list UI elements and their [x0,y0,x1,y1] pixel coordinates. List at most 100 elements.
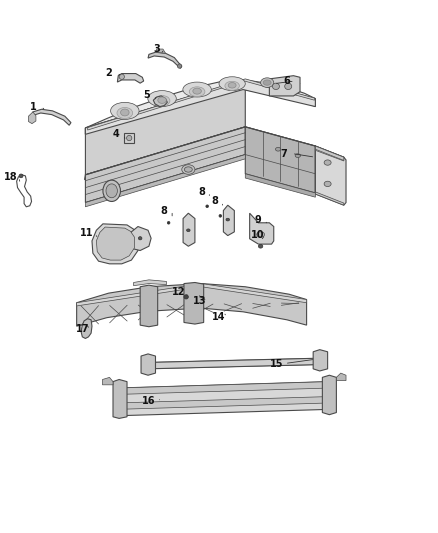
Ellipse shape [177,64,182,68]
Polygon shape [118,382,329,416]
Ellipse shape [154,95,170,106]
Polygon shape [315,146,344,161]
Polygon shape [322,375,336,415]
Polygon shape [315,192,344,205]
Ellipse shape [158,97,166,103]
Polygon shape [148,52,182,68]
Text: 9: 9 [254,215,261,224]
Polygon shape [32,109,71,125]
Ellipse shape [226,219,230,221]
Text: 11: 11 [80,229,93,238]
Text: 12: 12 [172,287,185,297]
Ellipse shape [182,165,195,174]
Text: 8: 8 [211,197,218,206]
Ellipse shape [263,80,271,85]
Polygon shape [85,155,245,207]
Text: 2: 2 [105,68,112,78]
Polygon shape [113,379,127,418]
Polygon shape [77,284,307,326]
Polygon shape [245,127,315,193]
Ellipse shape [110,102,139,119]
Ellipse shape [324,160,331,165]
Polygon shape [245,174,315,197]
Ellipse shape [138,237,142,240]
Ellipse shape [272,83,279,90]
Ellipse shape [148,91,176,107]
Ellipse shape [225,82,239,90]
Polygon shape [102,377,113,385]
Ellipse shape [219,77,245,91]
Text: 14: 14 [212,312,226,322]
Text: 17: 17 [76,325,89,334]
Polygon shape [140,285,158,327]
Polygon shape [85,80,315,134]
Polygon shape [223,205,234,236]
Bar [124,133,134,143]
Polygon shape [269,76,300,96]
Polygon shape [88,79,314,130]
Ellipse shape [167,222,170,224]
Ellipse shape [257,232,265,237]
Text: 8: 8 [161,206,168,215]
Ellipse shape [183,82,212,97]
Text: 7: 7 [280,149,287,158]
Ellipse shape [276,147,281,151]
Ellipse shape [258,244,263,248]
Ellipse shape [117,108,133,118]
Polygon shape [134,280,166,286]
Polygon shape [183,213,195,246]
Text: 5: 5 [143,90,150,100]
Polygon shape [315,146,346,205]
Text: 8: 8 [198,187,205,197]
Polygon shape [315,146,344,160]
Ellipse shape [103,180,120,201]
Text: 16: 16 [142,396,155,406]
Polygon shape [92,224,138,264]
Ellipse shape [184,295,188,299]
Polygon shape [184,282,204,324]
Text: 18: 18 [4,172,18,182]
Polygon shape [85,80,315,134]
Ellipse shape [189,87,205,96]
Ellipse shape [187,229,190,232]
Ellipse shape [120,109,129,116]
Ellipse shape [324,181,331,187]
Polygon shape [141,354,155,375]
Polygon shape [85,127,315,180]
Ellipse shape [193,88,201,94]
Polygon shape [96,227,134,260]
Polygon shape [155,49,166,53]
Text: 4: 4 [113,130,120,139]
Text: 15: 15 [270,359,283,368]
Polygon shape [118,382,329,394]
Ellipse shape [295,154,300,158]
Text: 3: 3 [153,44,160,54]
Ellipse shape [219,215,222,217]
Polygon shape [118,397,329,409]
Ellipse shape [184,167,192,172]
Ellipse shape [106,184,117,198]
Polygon shape [129,227,151,251]
Polygon shape [81,319,92,338]
Ellipse shape [119,74,124,79]
Text: 10: 10 [251,230,264,239]
Ellipse shape [127,135,132,141]
Polygon shape [28,112,36,124]
Ellipse shape [19,174,23,178]
Ellipse shape [285,83,292,90]
Polygon shape [85,80,245,175]
Ellipse shape [206,205,208,207]
Polygon shape [313,350,328,371]
Polygon shape [117,74,144,83]
Polygon shape [85,127,245,203]
Polygon shape [315,146,344,203]
Ellipse shape [228,83,236,88]
Text: 6: 6 [283,76,290,86]
Polygon shape [77,284,307,306]
Polygon shape [250,213,274,244]
Text: 1: 1 [29,102,36,111]
Text: 13: 13 [193,296,206,306]
Polygon shape [153,96,167,107]
Polygon shape [148,358,320,369]
Polygon shape [336,373,346,381]
